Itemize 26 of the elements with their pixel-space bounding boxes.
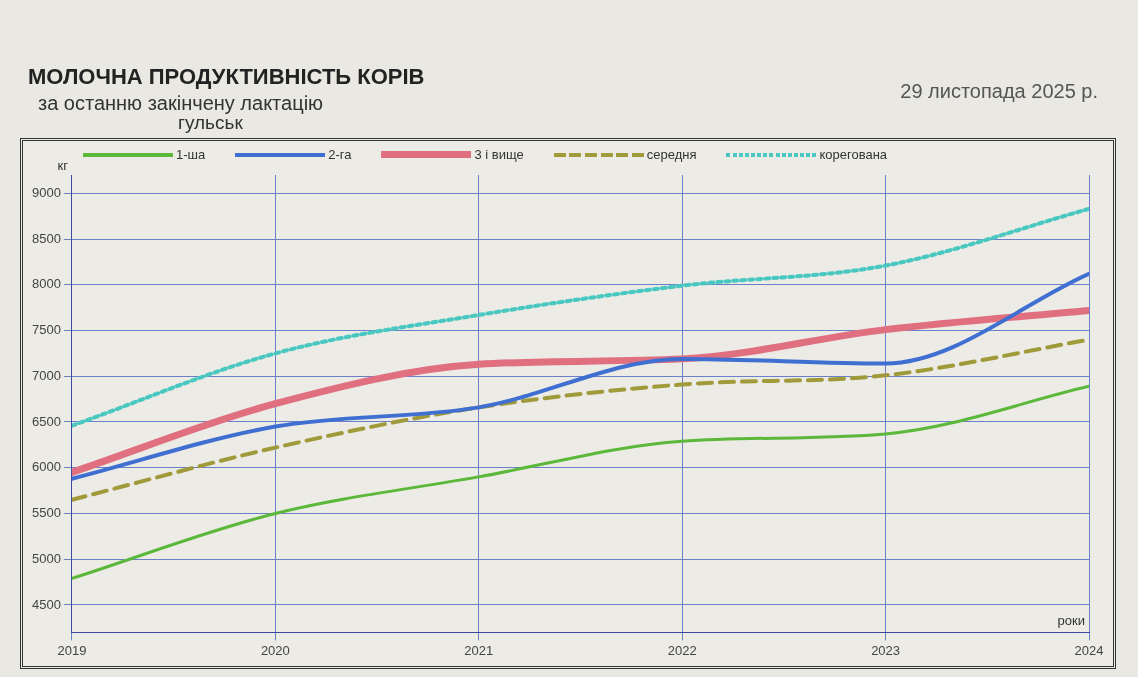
x-tick-label: 2022 — [667, 642, 697, 658]
x-tick-label: 2024 — [1074, 642, 1104, 658]
y-tick-label: 6000 — [32, 459, 61, 475]
x-tick-label: 2019 — [57, 642, 87, 658]
legend-label: 3 і вище — [474, 147, 524, 162]
x-tick-label: 2023 — [871, 642, 901, 658]
chart-subtitle: за останню закінчену лактацію — [38, 92, 324, 115]
chart-title: МОЛОЧНА ПРОДУКТИВНІСТЬ КОРІВ — [28, 64, 425, 90]
y-tick-label: 4500 — [32, 596, 61, 612]
y-tick-label: 8500 — [32, 230, 61, 246]
x-tick-label: 2021 — [464, 642, 494, 658]
x-axis-title: роки — [1057, 613, 1085, 629]
x-tick-label: 2020 — [260, 642, 290, 658]
legend-label: середня — [646, 147, 697, 162]
legend-label: корегована — [819, 147, 888, 162]
y-tick-label: 9000 — [32, 184, 61, 200]
legend-label: 1-ша — [176, 147, 206, 162]
y-tick-label: 5000 — [32, 550, 61, 566]
y-tick-label: 6500 — [32, 413, 61, 429]
y-tick-label: 5500 — [32, 505, 61, 521]
legend-label: 2-га — [328, 147, 352, 162]
y-tick-label: 7000 — [32, 367, 61, 383]
text: 29 листопада 2025 р. — [900, 80, 1098, 103]
y-tick-label: 8000 — [32, 276, 61, 292]
y-tick-label: 7500 — [32, 322, 61, 338]
y-axis-title: кг — [57, 158, 69, 174]
